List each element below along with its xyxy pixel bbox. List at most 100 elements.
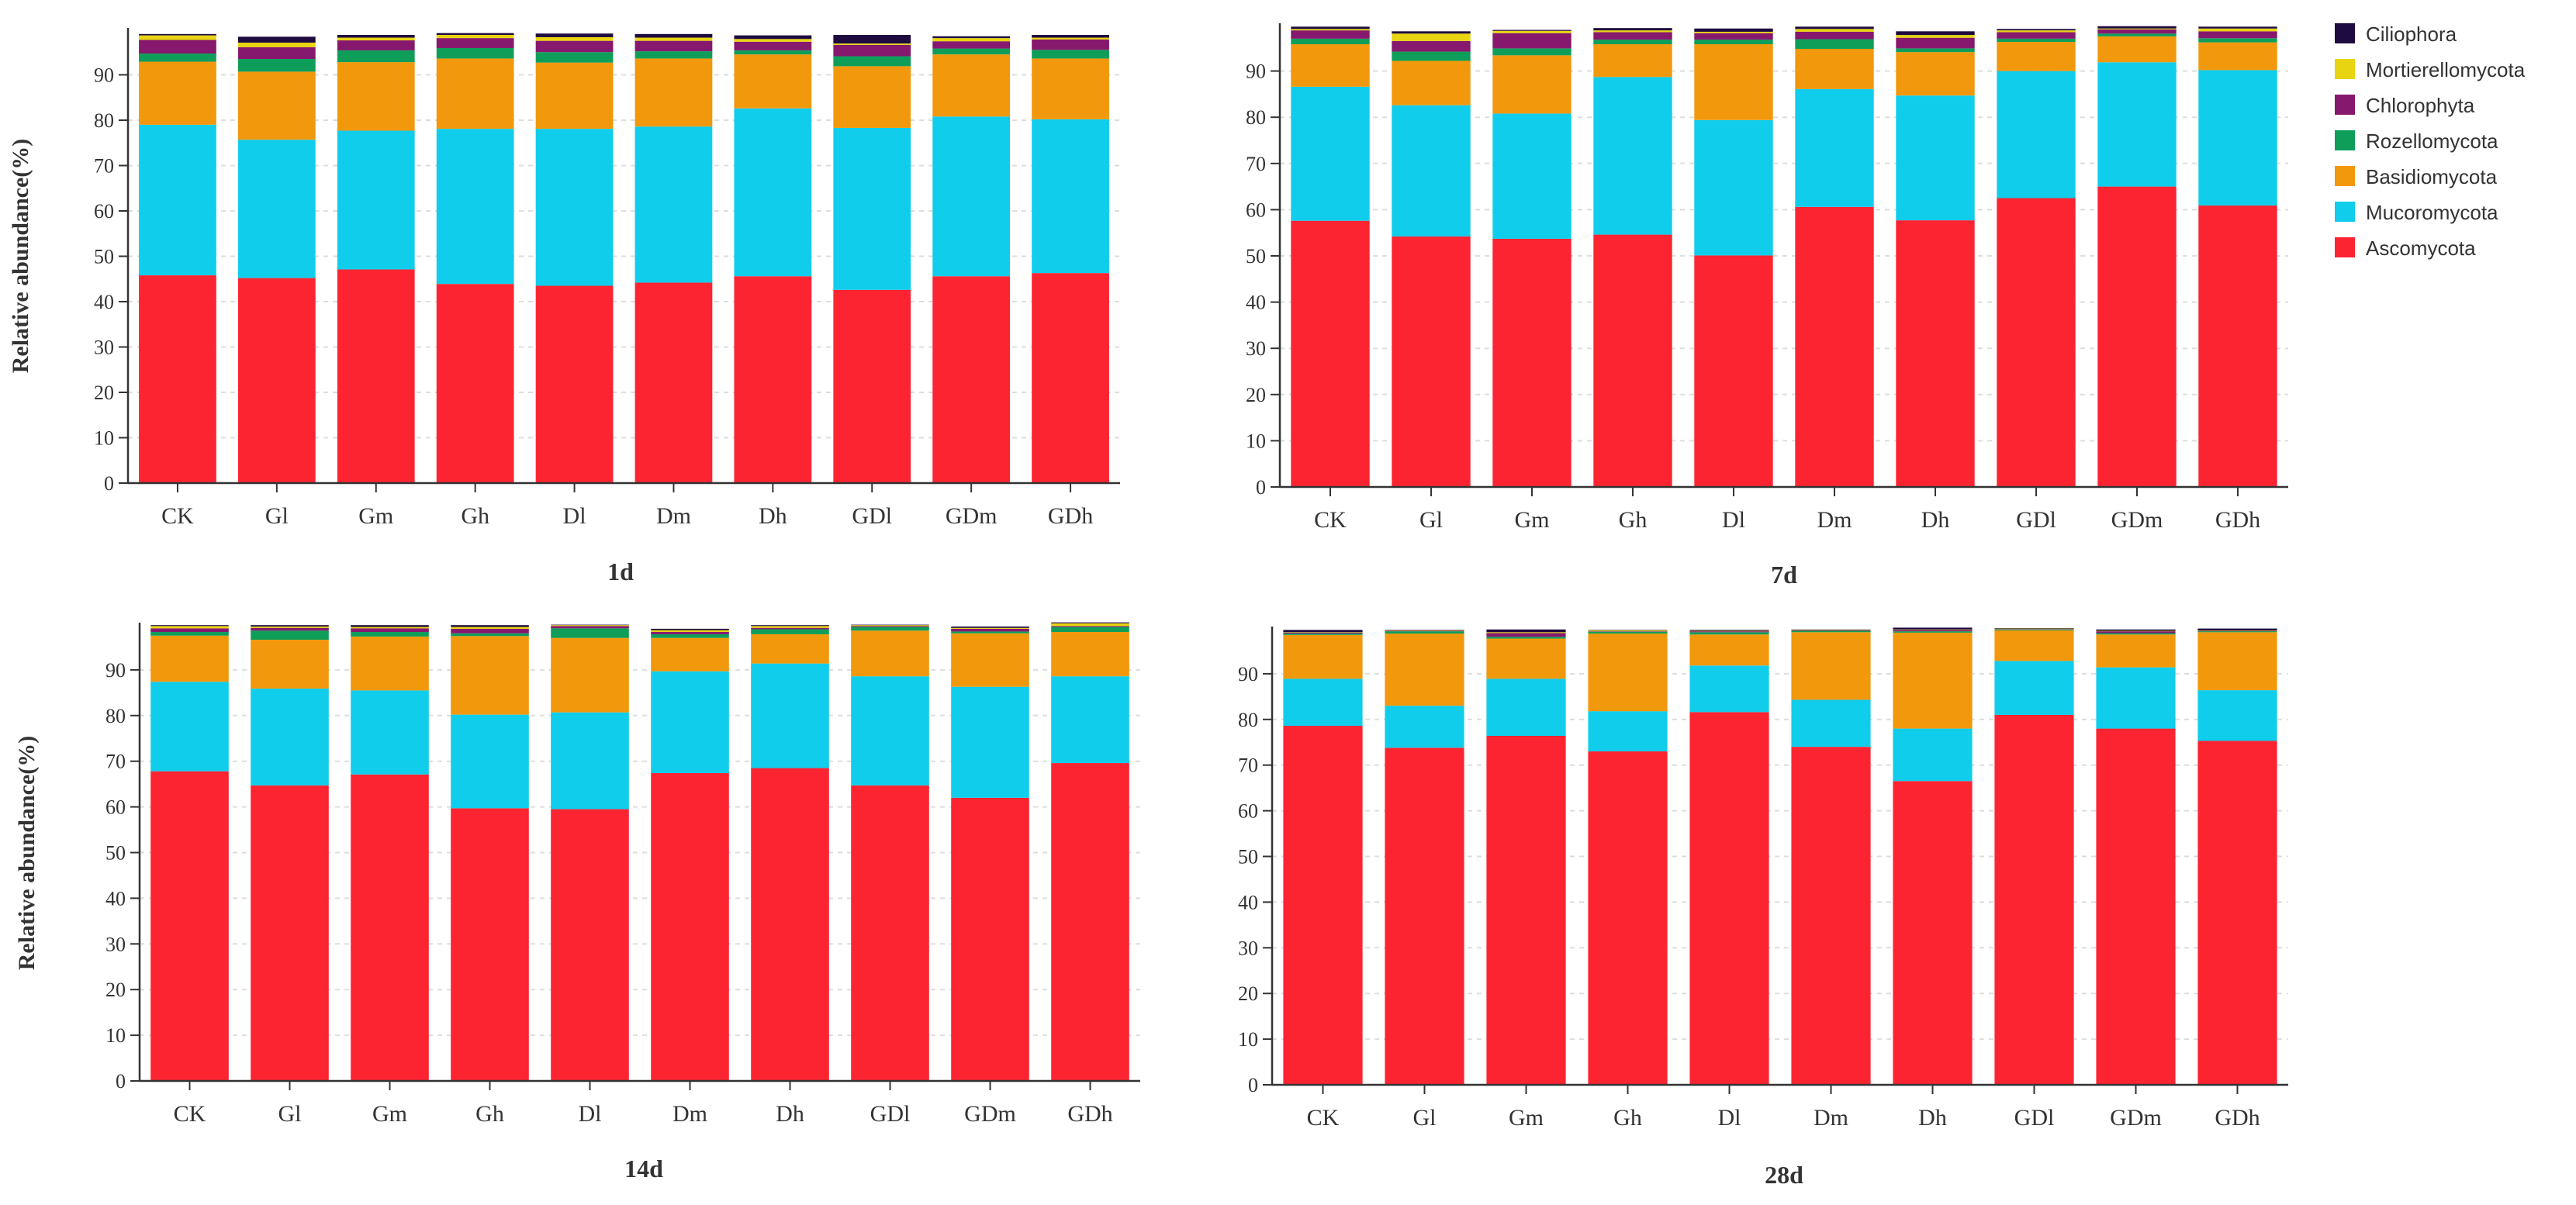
- bar-segment-ascomycota: [851, 785, 929, 1081]
- bar-segment-rozellomycota: [535, 52, 614, 63]
- legend-label: Chlorophyta: [2366, 94, 2475, 117]
- bar-segment-rozellomycota: [2198, 38, 2277, 43]
- y-tick-label: 10: [105, 1024, 126, 1047]
- bar-segment-mortierellomycota: [651, 630, 729, 633]
- bar-segment-mucoromycota: [139, 124, 216, 276]
- y-tick-label: 30: [105, 933, 126, 955]
- legend-swatch: [2335, 59, 2355, 79]
- bar-segment-ciliophora: [2096, 629, 2176, 631]
- y-tick-label: 50: [94, 246, 114, 268]
- bar-segment-mortierellomycota: [2198, 28, 2277, 32]
- bar-segment-rozellomycota: [1032, 50, 1109, 59]
- bar-segment-basidiomycota: [1994, 630, 2074, 661]
- x-tick-label: Gh: [475, 1101, 504, 1127]
- bar-segment-rozellomycota: [1896, 48, 1975, 53]
- x-tick-label: Dl: [563, 503, 586, 529]
- bar-segment-ciliophora: [951, 626, 1029, 628]
- bar-segment-mortierellomycota: [1486, 632, 1566, 634]
- bar-segment-rozellomycota: [1694, 40, 1773, 45]
- bar-segment-ascomycota: [237, 278, 316, 483]
- y-tick-label: 40: [94, 291, 114, 313]
- bar-segment-rozellomycota: [1385, 631, 1464, 634]
- bar-segment-mucoromycota: [1291, 86, 1370, 221]
- bar-segment-rozellomycota: [951, 631, 1029, 634]
- bar-segment-ciliophora: [451, 625, 529, 627]
- chart-1d: 0 10 20 30 40 50 60 70 80 90 CK Gl Gm Gh Dl Dm Dh GDl GDm G…: [8, 28, 1120, 585]
- bar-segment-chlorophyta: [1893, 630, 1973, 632]
- bar-segment-mucoromycota: [451, 714, 529, 809]
- bar-segment-ascomycota: [2097, 186, 2177, 487]
- bar-segment-rozellomycota: [851, 627, 929, 631]
- bar-segment-mortierellomycota: [1051, 623, 1129, 627]
- bar-segment-ascomycota: [1689, 712, 1769, 1085]
- bar-segment-ciliophora: [2197, 628, 2277, 630]
- bar-segment-basidiomycota: [951, 633, 1029, 687]
- bar-segment-ciliophora: [1795, 26, 1874, 29]
- y-tick-label: 40: [105, 887, 126, 910]
- bar-segment-rozellomycota: [833, 56, 911, 67]
- x-tick-label: Dh: [759, 503, 787, 529]
- bar-segment-mortierellomycota: [150, 626, 229, 629]
- bar-segment-mortierellomycota: [1994, 628, 2074, 630]
- bar-segment-basidiomycota: [1283, 634, 1363, 679]
- legend-label: Basidiomycota: [2366, 165, 2498, 188]
- bar-segment-ciliophora: [1593, 28, 1672, 31]
- y-tick-label: 0: [1248, 1074, 1258, 1096]
- bar-segment-chlorophyta: [1795, 31, 1874, 40]
- bar-segment-ascomycota: [1994, 714, 2074, 1085]
- bar-segment-rozellomycota: [1492, 48, 1572, 56]
- bar-segment-chlorophyta: [337, 40, 415, 50]
- bar-segment-ciliophora: [833, 35, 911, 44]
- bar-segment-mortierellomycota: [1593, 30, 1672, 33]
- bar-segment-chlorophyta: [451, 628, 529, 634]
- chart-title: 1d: [607, 558, 634, 585]
- x-tick-label: GDl: [2014, 1105, 2055, 1131]
- bar-segment-mortierellomycota: [337, 37, 415, 41]
- bar-segment-chlorophyta: [851, 626, 929, 627]
- bar-segment-ciliophora: [932, 36, 1011, 39]
- bar-segment-ascomycota: [1032, 273, 1109, 483]
- bar-segment-rozellomycota: [150, 632, 229, 636]
- bar-segment-ascomycota: [951, 797, 1029, 1081]
- y-tick-label: 90: [1246, 60, 1266, 83]
- bar-segment-ascomycota: [833, 289, 911, 483]
- bar-segment-mucoromycota: [1593, 77, 1672, 235]
- y-tick-label: 30: [1246, 337, 1266, 360]
- bar-segment-rozellomycota: [1051, 627, 1129, 633]
- bar-segment-ciliophora: [551, 624, 629, 626]
- bar-segment-basidiomycota: [651, 637, 729, 672]
- bar-segment-rozellomycota: [251, 630, 329, 640]
- bar-segment-basidiomycota: [2097, 36, 2177, 63]
- bar-segment-ascomycota: [1492, 238, 1572, 487]
- chart-7d: 0 10 20 30 40 50 60 70 80 90 CK Gl Gm Gh Dl Dm Dh GDl GDm G…: [1246, 23, 2288, 589]
- bar-segment-basidiomycota: [1997, 42, 2076, 71]
- bar-segment-ascomycota: [751, 768, 829, 1081]
- y-tick-label: 0: [1256, 476, 1266, 499]
- bar-segment-chlorophyta: [634, 40, 713, 52]
- bar-segment-basidiomycota: [851, 630, 929, 677]
- chart-title: 7d: [1771, 561, 1797, 589]
- legend-swatch: [2335, 95, 2355, 115]
- bar-segment-ciliophora: [337, 35, 415, 38]
- bar-segment-basidiomycota: [1593, 44, 1672, 78]
- y-tick-label: 20: [94, 382, 114, 404]
- bar-segment-ciliophora: [237, 36, 316, 43]
- x-tick-label: Gh: [1613, 1105, 1642, 1131]
- bar-segment-mortierellomycota: [551, 625, 629, 627]
- bar-segment-mortierellomycota: [1392, 33, 1471, 41]
- bar-segment-mucoromycota: [2197, 690, 2277, 741]
- y-tick-label: 10: [1238, 1028, 1258, 1051]
- x-tick-label: GDh: [1048, 503, 1093, 529]
- bar-segment-chlorophyta: [1896, 37, 1975, 49]
- bar-segment-chlorophyta: [1997, 32, 2076, 39]
- bar-segment-rozellomycota: [651, 634, 729, 638]
- bar-segment-chlorophyta: [951, 628, 1029, 632]
- bar-segment-mucoromycota: [351, 690, 429, 775]
- x-tick-label: Gh: [1619, 507, 1648, 533]
- chart-28d: 0 10 20 30 40 50 60 70 80 90 CK Gl Gm Gh Dl Dm Dh GDl GDm G…: [1238, 627, 2288, 1189]
- bar-segment-chlorophyta: [734, 41, 812, 50]
- bar-segment-ascomycota: [734, 276, 812, 483]
- x-tick-label: GDl: [2016, 507, 2056, 533]
- bar-segment-mucoromycota: [1896, 95, 1975, 221]
- y-tick-label: 60: [1238, 800, 1258, 823]
